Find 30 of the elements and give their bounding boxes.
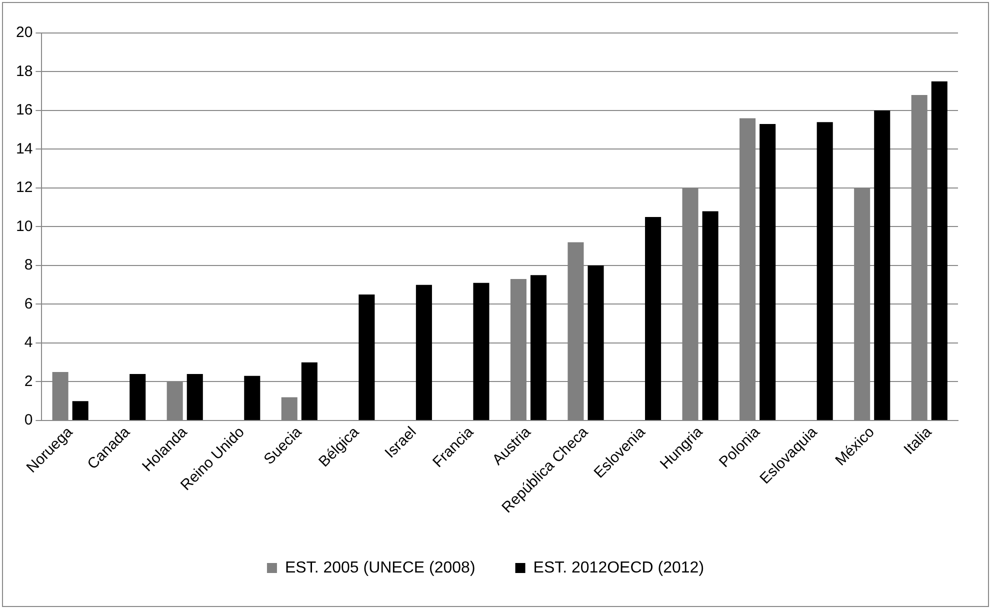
bar: [130, 374, 146, 420]
legend-label: EST. 2012OECD (2012): [533, 559, 704, 576]
y-tick-label: 18: [16, 62, 33, 80]
bar: [645, 217, 662, 420]
y-tick-label: 4: [24, 334, 33, 352]
x-tick-label: Italia: [900, 423, 936, 458]
bar: [816, 122, 833, 420]
bar: [186, 374, 203, 420]
y-tick-label: 20: [16, 24, 33, 42]
bar: [931, 81, 948, 420]
bar: [473, 282, 490, 420]
bar: [72, 401, 88, 420]
y-tick-label: 12: [16, 179, 33, 196]
bar: [244, 376, 260, 420]
legend-label: EST. 2005 (UNECE (2008): [284, 559, 476, 576]
bar: [588, 265, 604, 420]
bar: [358, 294, 375, 420]
bar: [416, 284, 432, 420]
y-tick-label: 0: [24, 412, 33, 429]
bar: [702, 211, 718, 420]
y-tick-label: 8: [24, 256, 33, 274]
bar: [530, 275, 547, 420]
bar: [301, 362, 318, 420]
y-tick-label: 16: [16, 102, 33, 119]
y-tick-label: 2: [24, 372, 33, 390]
bar: [760, 124, 776, 420]
y-tick-label: 6: [24, 295, 33, 312]
bar: [874, 110, 890, 420]
y-tick-label: 14: [16, 140, 33, 158]
y-tick-label: 10: [16, 218, 33, 235]
